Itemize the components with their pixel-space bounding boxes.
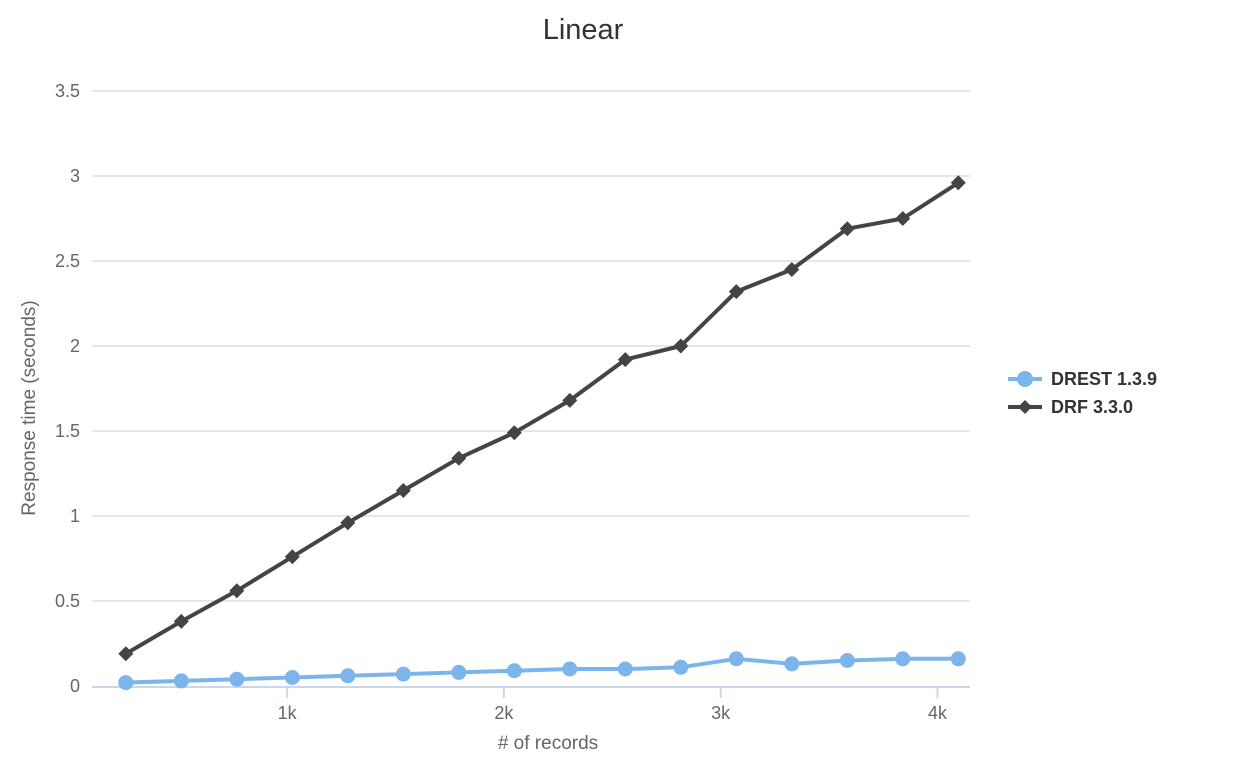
data-point[interactable] xyxy=(451,450,467,466)
data-point[interactable] xyxy=(229,583,245,599)
x-axis-title: # of records xyxy=(497,733,599,754)
data-point[interactable] xyxy=(229,671,245,687)
x-tick-label: 3k xyxy=(711,703,731,723)
data-point[interactable] xyxy=(784,656,800,672)
data-point[interactable] xyxy=(340,668,356,684)
data-point[interactable] xyxy=(284,670,300,685)
data-point[interactable] xyxy=(395,666,411,682)
data-point[interactable] xyxy=(728,284,744,300)
legend-label: DRF 3.3.0 xyxy=(1051,396,1134,417)
x-tick-label: 4k xyxy=(928,703,948,723)
y-axis-title: Response time (seconds) xyxy=(19,300,40,516)
y-tick-label: 0.5 xyxy=(55,591,80,611)
data-point[interactable] xyxy=(173,673,189,689)
data-point[interactable] xyxy=(895,211,911,226)
diamond-marker-icon xyxy=(1008,400,1042,414)
data-point[interactable] xyxy=(118,675,134,691)
y-tick-label: 2.5 xyxy=(55,251,80,271)
data-point[interactable] xyxy=(673,659,689,675)
legend-item-drf-3-3-0[interactable]: DRF 3.3.0 xyxy=(1006,393,1157,421)
data-point[interactable] xyxy=(395,483,411,498)
data-point[interactable] xyxy=(173,613,189,629)
data-point[interactable] xyxy=(839,653,855,668)
legend-item-drest-1-3-9[interactable]: DREST 1.3.9 xyxy=(1006,365,1157,393)
y-tick-label: 3.5 xyxy=(55,81,80,101)
data-point[interactable] xyxy=(562,661,578,677)
data-point[interactable] xyxy=(506,663,522,679)
circle-marker-icon xyxy=(1008,371,1042,387)
x-tick-label: 2k xyxy=(494,703,514,723)
legend-label: DREST 1.3.9 xyxy=(1051,368,1158,389)
data-point[interactable] xyxy=(895,651,911,667)
y-tick-label: 3 xyxy=(70,166,80,186)
y-tick-label: 2 xyxy=(70,336,80,356)
data-point[interactable] xyxy=(617,661,633,677)
x-tick-label: 1k xyxy=(278,703,298,723)
data-point[interactable] xyxy=(950,651,966,667)
series-line-drf-3-3-0 xyxy=(123,180,961,656)
data-point[interactable] xyxy=(617,352,633,368)
data-point[interactable] xyxy=(562,392,578,408)
data-point[interactable] xyxy=(950,175,966,191)
data-point[interactable] xyxy=(340,515,356,531)
chart-title: Linear xyxy=(542,14,624,46)
data-point[interactable] xyxy=(673,338,689,354)
data-point[interactable] xyxy=(728,651,744,667)
data-point[interactable] xyxy=(451,664,467,680)
data-point[interactable] xyxy=(784,262,800,277)
data-point[interactable] xyxy=(284,549,300,565)
series-line-drest-1-3-9 xyxy=(123,656,961,685)
y-tick-label: 0 xyxy=(70,676,80,696)
y-tick-label: 1 xyxy=(70,506,80,526)
legend: DREST 1.3.9 DRF 3.3.0 xyxy=(1006,365,1157,421)
data-point[interactable] xyxy=(118,646,134,662)
y-tick-label: 1.5 xyxy=(55,421,80,441)
data-point[interactable] xyxy=(506,425,522,441)
data-point[interactable] xyxy=(839,221,855,237)
